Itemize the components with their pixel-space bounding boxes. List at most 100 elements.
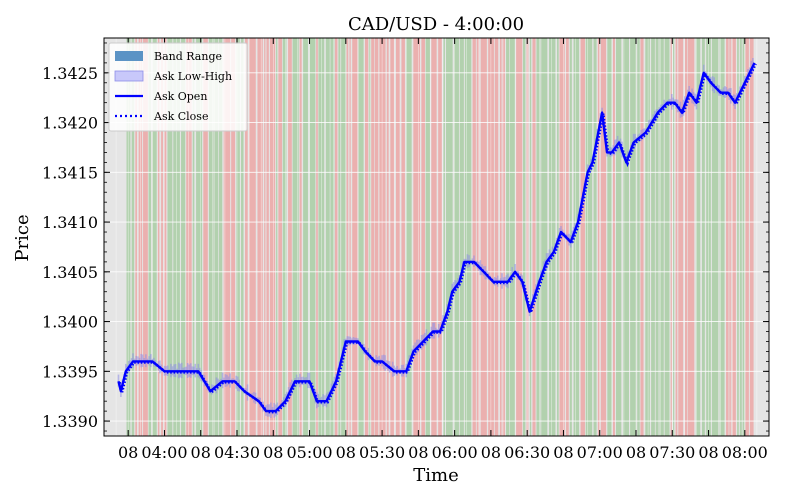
- band-up-32: [282, 38, 287, 436]
- band-up-96: [607, 38, 612, 436]
- band-up-98: [615, 38, 622, 436]
- x-tick-label-14: 08: [626, 443, 646, 462]
- band-up-68: [464, 38, 472, 436]
- plot-frame: [103, 37, 770, 437]
- band-up-30: [276, 38, 278, 436]
- x-tick-label-2: 08: [191, 443, 211, 462]
- band-down-119: [726, 38, 729, 436]
- band-down-80: [526, 38, 529, 436]
- band-down-45: [346, 38, 349, 436]
- band-up-18: [214, 38, 219, 436]
- band-down-2: [135, 38, 137, 436]
- band-down-51: [371, 38, 375, 436]
- band-down-91: [580, 38, 585, 436]
- band-down-25: [249, 38, 256, 436]
- band-down-46: [349, 38, 351, 436]
- band-up-48: [358, 38, 364, 436]
- x-tick-label-10: 08: [481, 443, 501, 462]
- band-up-61: [425, 38, 430, 436]
- band-down-60: [421, 38, 425, 436]
- band-down-95: [600, 38, 607, 436]
- band-up-103: [645, 38, 650, 436]
- band-down-102: [640, 38, 644, 436]
- band-up-6: [152, 38, 157, 436]
- band-down-9: [164, 38, 167, 436]
- band-up-58: [406, 38, 412, 436]
- band-down-62: [431, 38, 437, 436]
- band-down-59: [413, 38, 420, 436]
- legend-label-1: Ask Low-High: [153, 70, 232, 83]
- band-up-90: [573, 38, 580, 436]
- band-up-100: [630, 38, 637, 436]
- band-up-101: [637, 38, 640, 436]
- band-up-64: [443, 38, 445, 436]
- band-up-83: [536, 38, 541, 436]
- plot-border: [103, 37, 770, 437]
- band-down-28: [266, 38, 269, 436]
- band-down-110: [675, 38, 678, 436]
- x-tick-label-0: 08: [118, 443, 138, 462]
- band-up-5: [148, 38, 152, 436]
- band-up-67: [459, 38, 464, 436]
- band-down-8: [161, 38, 163, 436]
- band-up-50: [368, 38, 371, 436]
- band-down-21: [231, 38, 236, 436]
- band-up-92: [585, 38, 593, 436]
- band-down-38: [316, 38, 318, 436]
- x-tick-label-3: 04:30: [214, 443, 260, 462]
- x-axis-label: Time: [413, 465, 458, 486]
- band-up-1: [131, 38, 135, 436]
- band-up-12: [181, 38, 186, 436]
- legend: Band Range Ask Low-High Ask Open Ask Close: [108, 42, 248, 132]
- y-tick-label-3: 1.3405: [42, 263, 98, 282]
- band-down-29: [269, 38, 276, 436]
- band-down-71: [480, 38, 487, 436]
- band-down-31: [278, 38, 282, 436]
- band-down-113: [687, 38, 695, 436]
- legend-label-2: Ask Open: [153, 90, 207, 103]
- band-down-27: [264, 38, 266, 436]
- band-up-41: [330, 38, 335, 436]
- band-up-114: [695, 38, 701, 436]
- band-down-111: [678, 38, 684, 436]
- legend-swatch-0: [115, 51, 143, 61]
- band-up-104: [651, 38, 655, 436]
- band-up-109: [673, 38, 675, 436]
- band-up-37: [309, 38, 316, 436]
- x-axis-ticks: 08 04:00 08 04:30 08 05:00 08 05:30 08 06:00 08 06:…: [118, 38, 768, 462]
- band-up-117: [711, 38, 719, 436]
- band-down-70: [476, 38, 480, 436]
- band-down-126: [749, 38, 754, 436]
- band-down-4: [143, 38, 148, 436]
- band-up-10: [167, 38, 173, 436]
- band-down-94: [597, 38, 600, 436]
- band-up-106: [659, 38, 664, 436]
- y-axis-label: Price: [12, 214, 33, 261]
- x-tick-label-9: 06:00: [432, 443, 478, 462]
- band-up-40: [325, 38, 330, 436]
- band-up-39: [318, 38, 325, 436]
- band-up-14: [192, 38, 195, 436]
- band-up-99: [623, 38, 629, 436]
- band-up-23: [241, 38, 244, 436]
- band-down-20: [223, 38, 231, 436]
- band-down-13: [186, 38, 192, 436]
- y-tick-label-1: 1.3395: [42, 362, 98, 381]
- band-up-77: [509, 38, 515, 436]
- band-down-74: [499, 38, 502, 436]
- band-down-52: [374, 38, 379, 436]
- x-tick-label-5: 05:00: [286, 443, 332, 462]
- band-up-0: [126, 38, 131, 436]
- direction-bands: [126, 38, 754, 436]
- band-up-15: [196, 38, 203, 436]
- x-tick-label-12: 08: [553, 443, 573, 462]
- band-up-44: [341, 38, 346, 436]
- y-tick-label-0: 1.3390: [42, 412, 98, 431]
- band-down-42: [334, 38, 338, 436]
- band-up-84: [541, 38, 548, 436]
- band-down-73: [494, 38, 499, 436]
- y-tick-label-7: 1.3425: [42, 64, 98, 83]
- band-up-107: [664, 38, 670, 436]
- x-tick-label-6: 08: [336, 443, 356, 462]
